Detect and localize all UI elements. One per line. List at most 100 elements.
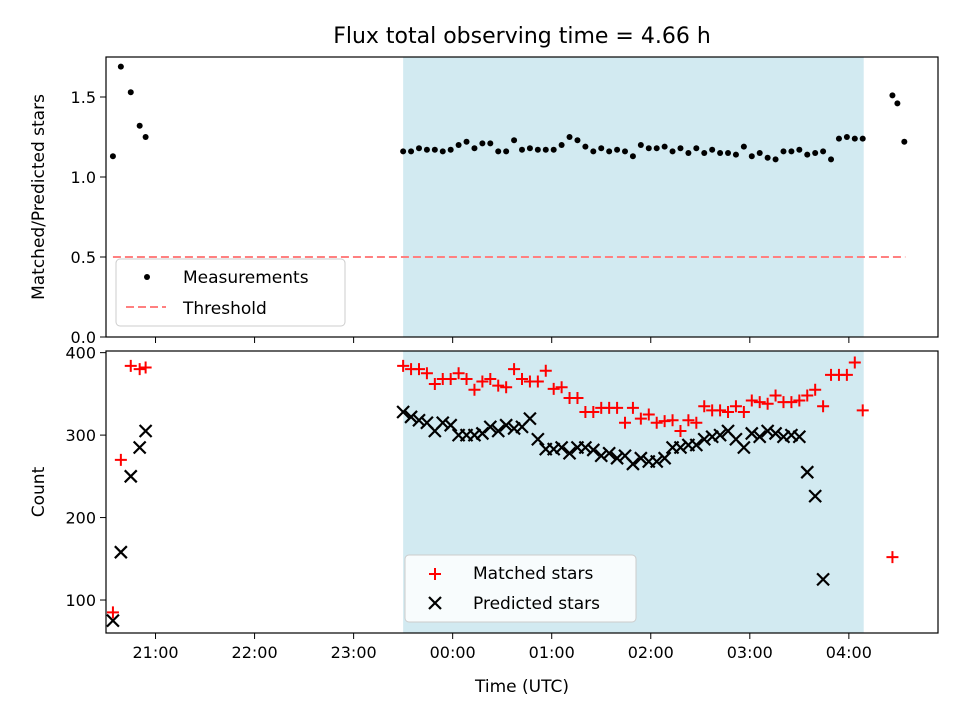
matched-point: [682, 414, 695, 427]
measurement-point: [677, 145, 684, 152]
measurement-point: [701, 150, 708, 156]
predicted-point: [649, 454, 664, 469]
measurement-point: [717, 150, 724, 156]
x-tick-label: 23:00: [331, 643, 377, 662]
matched-point: [516, 373, 528, 386]
legend-label: Predicted stars: [473, 594, 600, 614]
measurement-point: [685, 150, 692, 156]
legend: Matched stars Predicted stars: [404, 554, 637, 623]
matched-point: [848, 356, 861, 369]
y-tick-label: 1.5: [71, 88, 96, 107]
matched-point: [547, 382, 560, 395]
predicted-point: [106, 613, 120, 628]
measurement-point: [127, 89, 134, 96]
predicted-point: [443, 418, 458, 432]
predicted-point: [768, 426, 783, 441]
matched-point: [642, 408, 655, 421]
matched-point: [539, 364, 552, 377]
predicted-point: [546, 442, 561, 456]
matched-point: [761, 397, 774, 410]
y-tick-label: 400: [65, 344, 96, 363]
predicted-point: [123, 469, 138, 484]
predicted-point: [752, 429, 767, 444]
x-tick-label: 01:00: [529, 643, 575, 662]
matched-point: [611, 401, 624, 414]
predicted-point: [114, 545, 128, 559]
matched-point: [650, 416, 663, 429]
measurement-point: [740, 143, 747, 150]
observing-window-span: [403, 57, 864, 337]
x-tick-label: 21:00: [132, 643, 178, 662]
matched-point: [722, 406, 735, 419]
measurement-point: [526, 145, 533, 152]
matched-point: [133, 363, 146, 376]
y-tick-label: 300: [65, 426, 96, 445]
matched-point: [444, 373, 457, 386]
matched-point: [666, 414, 679, 427]
y-tick-label: 1.0: [71, 168, 96, 187]
y-tick-label: 0.0: [71, 328, 96, 347]
matched-point: [508, 363, 521, 376]
matched-point: [698, 400, 711, 413]
matched-point: [626, 401, 639, 414]
measurement-point: [598, 145, 605, 152]
x-tick-label: 02:00: [628, 643, 674, 662]
measurement-point: [725, 150, 732, 156]
x-axis-label: Time (UTC): [474, 677, 569, 697]
measurement-point: [471, 145, 478, 152]
measurement-point: [423, 146, 430, 153]
measurement-point: [590, 148, 597, 155]
matched-point: [737, 406, 750, 419]
measurement-point: [511, 137, 518, 144]
predicted-point: [562, 446, 577, 461]
legend: Measurements Threshold: [115, 258, 346, 327]
matched-point: [619, 416, 632, 429]
predicted-point: [673, 440, 688, 455]
x-tick-label: 03:00: [727, 643, 773, 662]
measurement-point: [400, 148, 407, 155]
matched-point: [452, 367, 465, 380]
matched-point: [114, 453, 127, 466]
matched-point: [492, 379, 505, 392]
measurement-point: [479, 140, 486, 147]
legend-label: Matched stars: [473, 564, 593, 584]
predicted-point: [745, 426, 759, 441]
predicted-point: [467, 428, 482, 442]
matched-point: [634, 412, 647, 425]
predicted-point: [491, 424, 506, 438]
predicted-point: [594, 448, 609, 463]
y-tick-label: 100: [65, 591, 96, 610]
matched-point: [840, 368, 853, 381]
matched-point: [428, 377, 441, 390]
predicted-point: [138, 424, 153, 438]
matched-point: [484, 373, 497, 386]
matched-point: [886, 551, 899, 564]
measurement-point: [136, 122, 143, 129]
predicted-point: [554, 440, 569, 455]
measurement-point: [788, 148, 795, 155]
measurement-point: [709, 146, 716, 153]
measurement-point: [748, 153, 755, 160]
predicted-point: [776, 429, 791, 444]
predicted-point: [132, 440, 147, 455]
matched-point: [468, 383, 481, 396]
measurement-point: [566, 134, 573, 140]
predicted-point: [626, 457, 640, 471]
measurement-point: [756, 150, 763, 156]
matched-point: [674, 424, 687, 437]
predicted-point: [412, 413, 426, 428]
measurement-point: [812, 150, 819, 156]
matched-point: [793, 394, 806, 407]
measurement-point: [558, 142, 565, 148]
predicted-point: [697, 432, 712, 447]
measurement-point: [574, 137, 581, 144]
predicted-point: [816, 572, 830, 587]
matched-point: [476, 375, 489, 388]
predicted-point: [784, 428, 799, 442]
measurement-point: [534, 146, 541, 153]
x-tick-label: 00:00: [430, 643, 476, 662]
measurement-point: [653, 145, 660, 152]
matched-point: [769, 389, 782, 402]
matched-point: [124, 359, 137, 372]
